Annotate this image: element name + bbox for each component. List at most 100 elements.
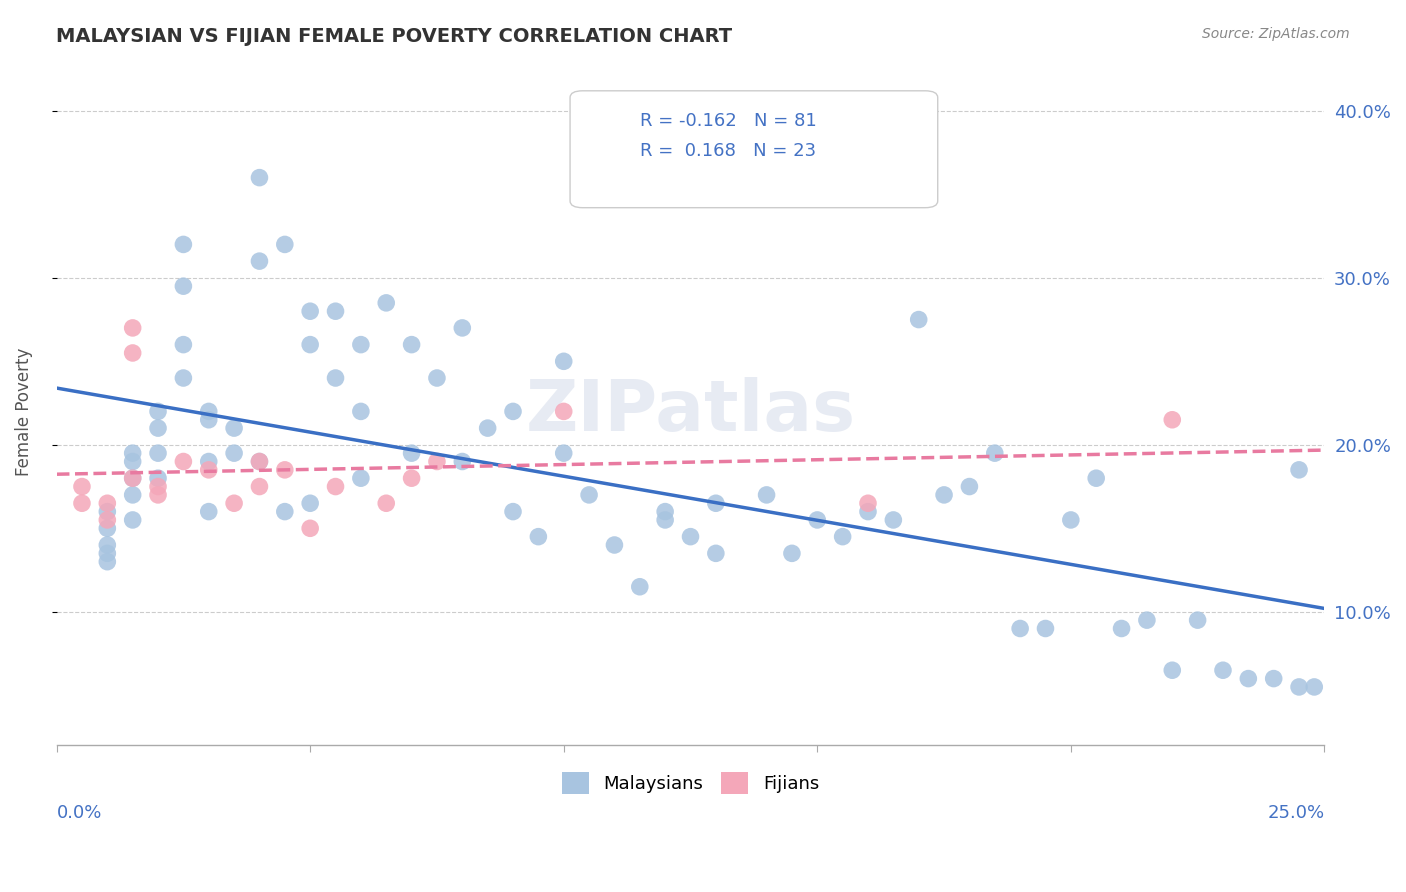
- Point: [249, 254, 271, 268]
- Point: [451, 321, 474, 335]
- Y-axis label: Female Poverty: Female Poverty: [15, 347, 32, 475]
- Point: [70, 496, 93, 510]
- Point: [932, 488, 955, 502]
- Point: [831, 530, 853, 544]
- Point: [197, 505, 219, 519]
- Point: [70, 479, 93, 493]
- Point: [172, 279, 194, 293]
- Point: [121, 346, 143, 360]
- Point: [1111, 622, 1133, 636]
- Point: [502, 505, 524, 519]
- Point: [299, 304, 322, 318]
- Point: [96, 555, 118, 569]
- Point: [375, 496, 398, 510]
- Point: [1060, 513, 1083, 527]
- Point: [1288, 680, 1310, 694]
- Point: [553, 354, 575, 368]
- Point: [654, 513, 676, 527]
- Point: [527, 530, 550, 544]
- Point: [224, 446, 246, 460]
- Point: [146, 479, 169, 493]
- Point: [224, 496, 246, 510]
- Point: [146, 404, 169, 418]
- Point: [172, 371, 194, 385]
- Point: [882, 513, 904, 527]
- Point: [704, 496, 727, 510]
- Point: [426, 371, 449, 385]
- Point: [628, 580, 651, 594]
- Point: [679, 530, 702, 544]
- Point: [197, 413, 219, 427]
- Point: [1161, 413, 1184, 427]
- Point: [249, 170, 271, 185]
- Point: [121, 513, 143, 527]
- Point: [274, 505, 297, 519]
- Text: R =  0.168   N = 23: R = 0.168 N = 23: [640, 142, 815, 160]
- Point: [197, 404, 219, 418]
- Text: Source: ZipAtlas.com: Source: ZipAtlas.com: [1202, 27, 1350, 41]
- Point: [121, 471, 143, 485]
- Point: [96, 538, 118, 552]
- Point: [121, 321, 143, 335]
- Point: [197, 454, 219, 468]
- Point: [856, 496, 879, 510]
- Point: [121, 471, 143, 485]
- Point: [375, 296, 398, 310]
- Point: [553, 446, 575, 460]
- Point: [249, 454, 271, 468]
- Point: [146, 421, 169, 435]
- Point: [172, 337, 194, 351]
- Point: [1161, 663, 1184, 677]
- Point: [249, 454, 271, 468]
- Point: [1085, 471, 1108, 485]
- Point: [1035, 622, 1057, 636]
- Point: [553, 404, 575, 418]
- Point: [603, 538, 626, 552]
- Point: [984, 446, 1007, 460]
- Point: [401, 471, 423, 485]
- Point: [401, 337, 423, 351]
- FancyBboxPatch shape: [569, 91, 938, 208]
- Point: [1212, 663, 1234, 677]
- Point: [350, 471, 373, 485]
- Point: [1303, 680, 1326, 694]
- Point: [1187, 613, 1209, 627]
- Point: [299, 521, 322, 535]
- Text: 0.0%: 0.0%: [56, 804, 103, 822]
- Point: [780, 546, 803, 560]
- Text: 25.0%: 25.0%: [1267, 804, 1324, 822]
- Point: [755, 488, 778, 502]
- Point: [249, 479, 271, 493]
- Point: [1288, 463, 1310, 477]
- Point: [1237, 672, 1260, 686]
- Point: [477, 421, 499, 435]
- Point: [578, 488, 600, 502]
- Point: [121, 446, 143, 460]
- Text: ZIPatlas: ZIPatlas: [526, 377, 856, 446]
- Text: MALAYSIAN VS FIJIAN FEMALE POVERTY CORRELATION CHART: MALAYSIAN VS FIJIAN FEMALE POVERTY CORRE…: [56, 27, 733, 45]
- Point: [856, 505, 879, 519]
- Point: [146, 488, 169, 502]
- Point: [907, 312, 929, 326]
- Point: [172, 237, 194, 252]
- Point: [96, 496, 118, 510]
- Point: [704, 546, 727, 560]
- Point: [197, 463, 219, 477]
- Point: [274, 463, 297, 477]
- Point: [325, 371, 347, 385]
- Point: [146, 446, 169, 460]
- Point: [299, 496, 322, 510]
- Point: [1136, 613, 1159, 627]
- Point: [96, 521, 118, 535]
- Point: [224, 421, 246, 435]
- Point: [350, 337, 373, 351]
- Point: [1010, 622, 1032, 636]
- Point: [350, 404, 373, 418]
- Point: [96, 505, 118, 519]
- Point: [502, 404, 524, 418]
- Point: [96, 513, 118, 527]
- Point: [957, 479, 980, 493]
- Text: R = -0.162   N = 81: R = -0.162 N = 81: [640, 112, 817, 130]
- Point: [146, 471, 169, 485]
- Point: [1263, 672, 1285, 686]
